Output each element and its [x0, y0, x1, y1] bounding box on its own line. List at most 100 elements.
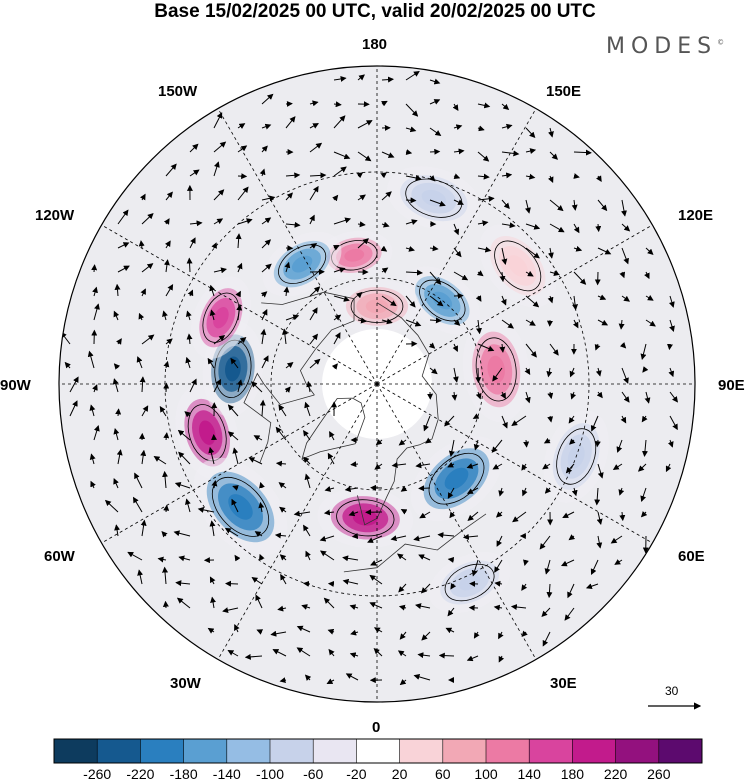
wind-arrow	[157, 556, 167, 563]
wind-arrow	[569, 367, 576, 378]
wind-arrow	[134, 472, 143, 489]
wind-arrow	[391, 462, 407, 468]
wind-arrow	[251, 577, 263, 585]
wind-arrow	[525, 247, 540, 259]
wind-arrow	[349, 652, 359, 659]
wind-arrow	[645, 247, 654, 255]
wind-arrow	[477, 195, 495, 202]
wind-arrow	[413, 535, 431, 542]
wind-arrow	[342, 555, 359, 562]
wind-arrow	[642, 366, 649, 373]
wind-arrow	[93, 303, 100, 321]
wind-arrow	[272, 649, 287, 657]
wind-arrow	[303, 524, 311, 537]
wind-arrow	[547, 295, 554, 304]
wind-arrow	[209, 576, 216, 585]
wind-arrow	[296, 647, 311, 657]
wind-arrow	[64, 361, 71, 369]
wind-arrow	[381, 318, 393, 325]
wind-arrow	[665, 463, 672, 473]
wind-arrow	[571, 199, 578, 211]
wind-arrow	[333, 217, 352, 225]
wind-arrow	[453, 271, 469, 281]
wind-arrow	[501, 319, 515, 329]
wind-arrow	[185, 356, 192, 369]
wind-arrow	[281, 328, 288, 345]
wind-arrow	[444, 415, 455, 427]
wind-arrow	[117, 265, 130, 273]
wind-arrow	[305, 550, 311, 561]
wind-arrow	[253, 435, 263, 441]
wind-arrow	[333, 166, 347, 177]
wind-arrow	[278, 404, 287, 417]
wind-arrow	[178, 555, 191, 562]
wind-arrow	[113, 477, 119, 489]
lon-label-60w: 60W	[44, 548, 75, 565]
wind-arrow	[525, 127, 536, 139]
wind-arrow	[452, 367, 459, 383]
wind-arrow	[373, 648, 383, 657]
wind-arrow	[342, 578, 359, 585]
anomaly-center	[317, 487, 414, 548]
wind-arrow	[309, 214, 315, 225]
wind-arrow	[296, 625, 311, 633]
wind-arrow	[323, 509, 335, 516]
wind-arrow	[293, 510, 311, 517]
wind-arrow	[136, 356, 143, 369]
wind-arrow	[492, 367, 503, 382]
wind-arrow	[596, 391, 603, 399]
wind-arrow	[500, 295, 507, 306]
wind-arrow	[260, 291, 268, 298]
wind-arrow	[370, 559, 383, 566]
wind-arrow	[549, 343, 559, 356]
lon-label-60e: 60E	[678, 548, 705, 565]
wind-arrow	[189, 237, 196, 249]
wind-arrow	[309, 307, 318, 321]
wind-arrow	[260, 328, 267, 345]
wind-arrow	[381, 295, 397, 307]
wind-arrow	[421, 631, 431, 641]
wind-arrow	[237, 218, 253, 225]
wind-arrow	[467, 511, 479, 521]
wind-arrow	[477, 173, 490, 180]
wind-arrow	[399, 631, 407, 640]
wind-arrow	[498, 487, 505, 497]
wind-arrow	[116, 449, 123, 465]
wind-arrow	[227, 650, 239, 657]
wind-arrow	[309, 185, 319, 201]
wind-arrow	[207, 627, 215, 634]
wind-arrow	[614, 559, 623, 565]
wind-arrow	[451, 391, 458, 401]
colorbar-tick-label: 100	[474, 766, 498, 782]
wind-arrow	[184, 411, 191, 418]
wind-arrow	[309, 358, 321, 369]
wind-arrow	[466, 463, 479, 469]
wind-arrow	[547, 175, 554, 184]
wind-arrow	[357, 74, 365, 81]
wind-arrow	[429, 271, 442, 285]
wind-arrow	[319, 550, 335, 561]
lon-label-150e: 150E	[546, 83, 582, 100]
wind-arrow	[419, 511, 431, 519]
wind-arrow	[595, 223, 602, 233]
lon-label-180: 180	[362, 36, 388, 53]
wind-arrow	[141, 405, 149, 417]
wind-arrow	[301, 604, 311, 610]
wind-arrow	[248, 457, 263, 465]
wind-arrow	[590, 415, 599, 432]
wind-arrow	[668, 295, 675, 308]
wind-arrow	[525, 148, 537, 155]
wind-arrow	[115, 408, 122, 417]
wind-arrow	[453, 199, 465, 205]
wind-arrow	[669, 391, 679, 403]
wind-arrow	[415, 603, 431, 610]
wind-arrow	[367, 535, 383, 543]
wind-arrow	[274, 532, 287, 539]
colorbar-tick-label: 20	[391, 766, 408, 782]
wind-arrow	[139, 376, 146, 393]
wind-arrow	[176, 597, 191, 609]
wind-arrow	[381, 191, 392, 201]
wind-arrow	[405, 269, 423, 276]
wind-arrow	[510, 604, 527, 611]
wind-arrow	[522, 487, 528, 497]
